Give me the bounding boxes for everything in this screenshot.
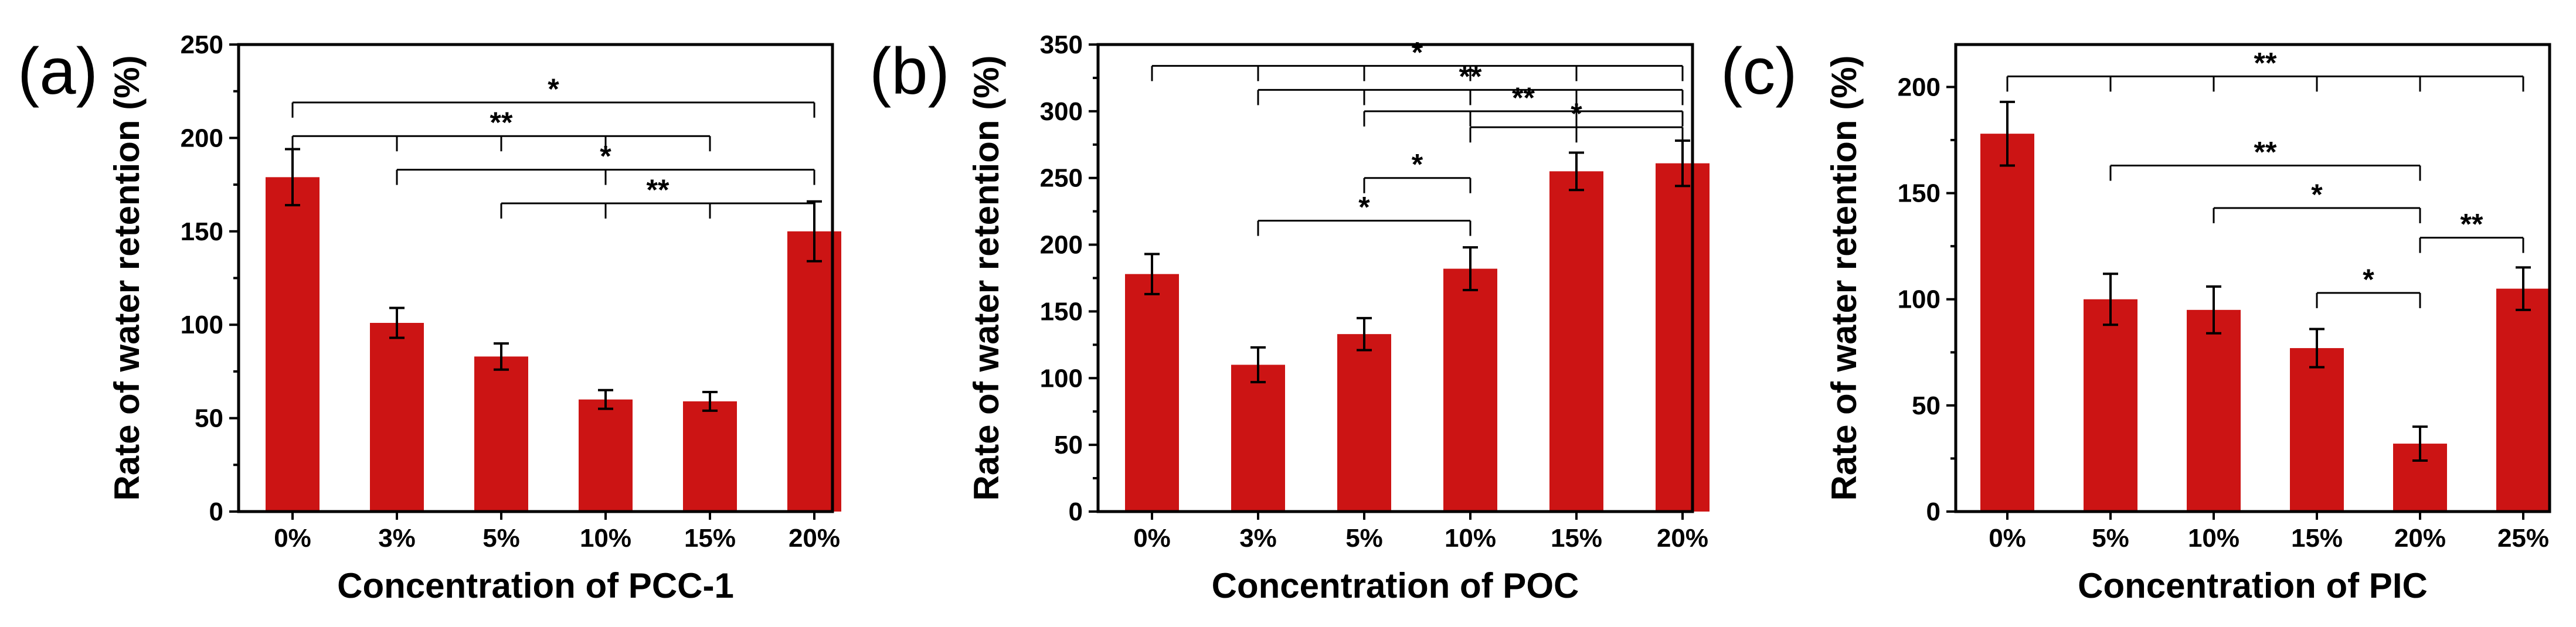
x-axis-title: Concentration of PCC-1: [337, 566, 734, 605]
x-tick-label: 15%: [1551, 524, 1602, 553]
x-tick-label: 10%: [1445, 524, 1496, 553]
y-tick-label: 0: [209, 497, 223, 526]
bar: [2084, 299, 2137, 512]
significance-label: **: [2254, 46, 2277, 79]
significance-label: **: [490, 106, 513, 139]
bar: [1656, 163, 1710, 512]
bar: [1125, 274, 1179, 512]
y-tick-label: 50: [195, 404, 223, 433]
significance-label: *: [1571, 97, 1582, 130]
bar: [2290, 348, 2344, 512]
panel-letter: (b): [869, 35, 950, 108]
x-axis-title: Concentration of PIC: [2078, 566, 2428, 605]
x-tick-label: 10%: [2188, 524, 2239, 553]
bar: [2496, 288, 2550, 512]
bar: [1549, 171, 1603, 512]
significance-label: *: [2363, 263, 2374, 296]
y-axis-title: Rate of water retention (%): [967, 55, 1006, 500]
y-axis-title: Rate of water retention (%): [107, 55, 147, 500]
significance-label: *: [600, 140, 611, 173]
x-tick-label: 20%: [2394, 524, 2446, 553]
x-tick-label: 10%: [580, 524, 631, 553]
bar: [683, 401, 737, 512]
y-tick-label: 50: [1912, 391, 1941, 420]
y-axis-title: Rate of water retention (%): [1824, 55, 1864, 500]
significance-label: **: [1459, 60, 1482, 93]
x-tick-label: 15%: [684, 524, 736, 553]
y-tick-label: 150: [1040, 297, 1083, 326]
y-tick-label: 100: [1898, 285, 1941, 314]
x-tick-label: 3%: [1239, 524, 1277, 553]
panel-letter: (a): [18, 35, 98, 108]
bar: [1980, 134, 2034, 512]
y-tick-label: 50: [1054, 431, 1083, 459]
y-tick-label: 200: [181, 124, 223, 152]
x-tick-label: 15%: [2291, 524, 2343, 553]
y-tick-label: 250: [181, 30, 223, 59]
x-tick-label: 5%: [482, 524, 520, 553]
y-tick-label: 250: [1040, 164, 1083, 193]
x-tick-label: 0%: [1133, 524, 1171, 553]
bar: [1337, 334, 1391, 512]
bar: [266, 177, 320, 512]
x-tick-label: 3%: [378, 524, 416, 553]
significance-label: *: [1412, 36, 1423, 69]
bar: [2187, 309, 2241, 512]
bar: [579, 399, 633, 512]
x-tick-label: 0%: [1989, 524, 2026, 553]
plot-frame: [237, 43, 834, 513]
x-tick-label: 20%: [789, 524, 840, 553]
y-tick-label: 100: [1040, 364, 1083, 393]
x-tick-label: 20%: [1657, 524, 1708, 553]
x-tick-label: 0%: [274, 524, 311, 553]
plot-frame: [1954, 43, 2551, 513]
y-tick-label: 350: [1040, 30, 1083, 59]
x-tick-label: 5%: [2092, 524, 2129, 553]
bar: [1231, 364, 1285, 512]
significance-label: *: [548, 73, 559, 105]
significance-label: **: [2461, 208, 2483, 241]
y-tick-label: 100: [181, 311, 223, 339]
significance-label: **: [647, 173, 670, 206]
y-tick-label: 300: [1040, 97, 1083, 126]
bar: [370, 323, 424, 512]
x-tick-label: 25%: [2497, 524, 2549, 553]
bar: [1443, 268, 1497, 512]
significance-label: **: [2254, 135, 2277, 168]
significance-label: *: [1358, 191, 1370, 224]
x-axis-title: Concentration of POC: [1212, 566, 1579, 605]
y-tick-label: 150: [181, 217, 223, 246]
y-tick-label: 200: [1898, 73, 1941, 101]
y-tick-label: 150: [1898, 179, 1941, 208]
significance-label: *: [2311, 178, 2323, 211]
bar: [474, 356, 528, 512]
y-tick-label: 0: [1069, 497, 1083, 526]
y-tick-label: 200: [1040, 231, 1083, 260]
x-tick-label: 5%: [1345, 524, 1383, 553]
significance-label: **: [1512, 81, 1535, 114]
y-tick-label: 0: [1926, 497, 1941, 526]
significance-label: *: [1412, 148, 1423, 181]
panel-letter: (c): [1721, 35, 1797, 108]
